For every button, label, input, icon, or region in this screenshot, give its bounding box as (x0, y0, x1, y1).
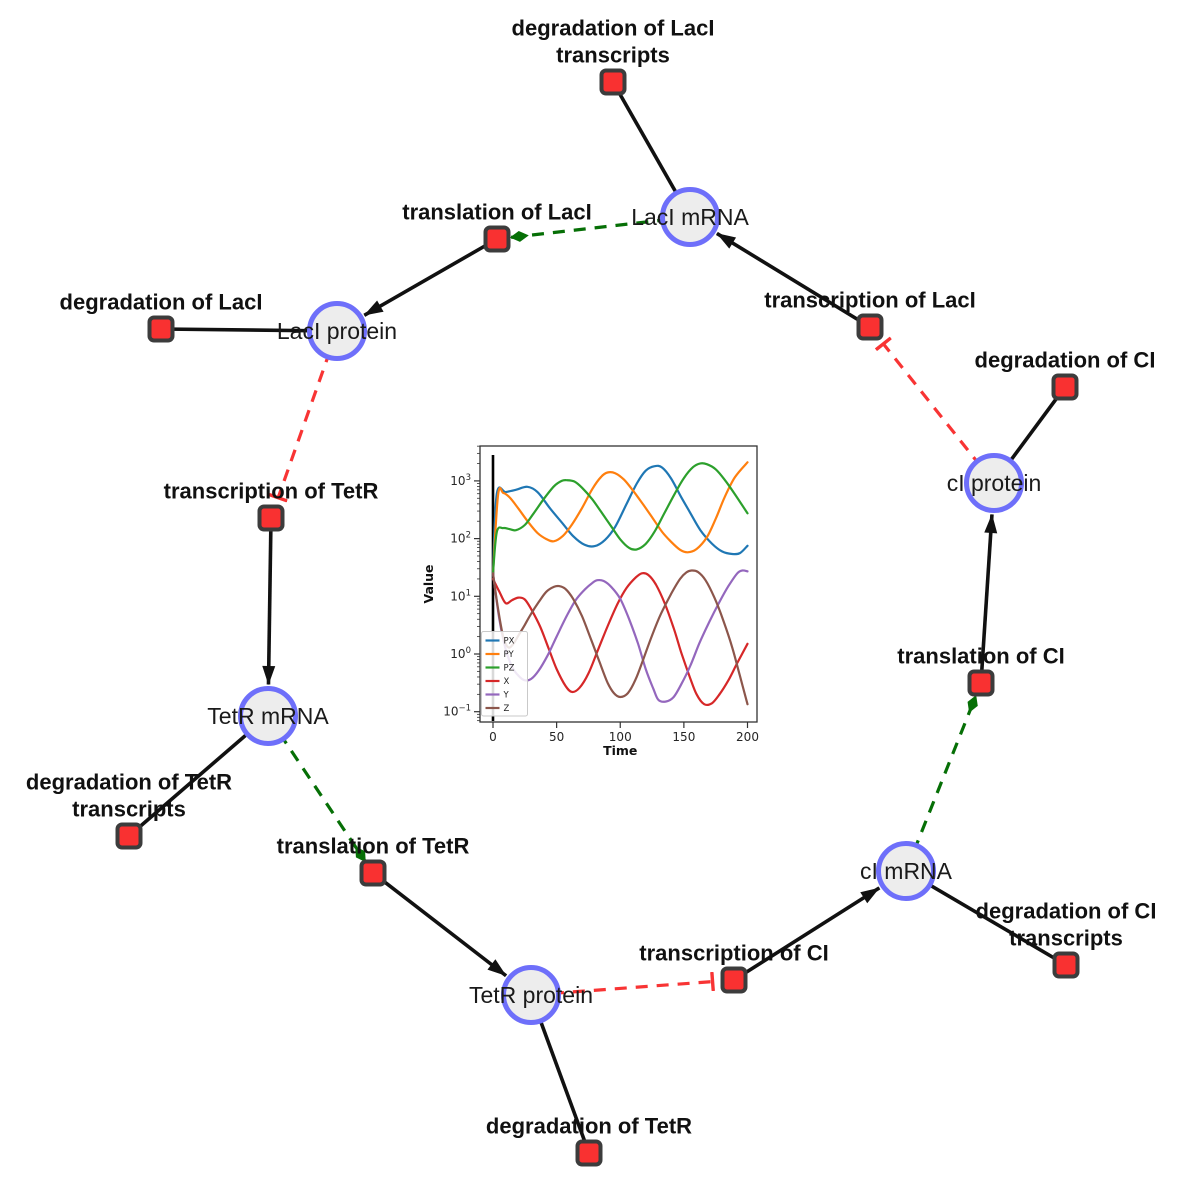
legend-label-Y: Y (503, 691, 510, 701)
species-node-lacI-protein[interactable] (307, 301, 367, 361)
y-tick-label: 102 (450, 531, 471, 546)
edge-modifier-cI-mRNA-to-translation-cI (904, 694, 978, 872)
species-node-cI-mRNA[interactable] (876, 841, 936, 901)
reaction-label-degradation-tetR: degradation of TetR (486, 1114, 692, 1139)
edge-consumption-tetR-mRNA-to-degradation-tetR-transcripts (127, 714, 270, 838)
edge-inhibition-tetR-protein-to-transcription-cI (530, 982, 713, 997)
species-node-tetR-mRNA[interactable] (238, 686, 298, 746)
reaction-node-transcription-cI[interactable] (720, 966, 748, 994)
plot-frame (479, 445, 758, 723)
legend-label-PX: PX (504, 637, 515, 647)
reaction-label-translation-tetR: translation of TetR (277, 834, 470, 859)
species-label-cI-protein: cI protein (947, 470, 1042, 496)
legend-label-PY: PY (504, 650, 515, 660)
species-label-cI-mRNA: cI mRNA (860, 858, 953, 884)
reaction-label-degradation-lacI-transcripts-line1: degradation of LacI (512, 16, 715, 41)
edge-production-transcription-lacI-to-lacI-mRNA (715, 231, 871, 329)
y-axis-label: Value (421, 564, 436, 603)
legend-label-X: X (504, 677, 510, 687)
plot-legend: PX PY PZ XYZ (481, 631, 528, 717)
node-layer (115, 68, 1080, 1167)
species-label-tetR-mRNA: TetR mRNA (207, 703, 329, 729)
series-PZ-line (491, 462, 749, 575)
reaction-node-degradation-tetR[interactable] (575, 1139, 603, 1167)
series-PX-line (491, 464, 749, 575)
species-label-lacI-protein: LacI protein (277, 318, 397, 344)
edge-consumption-cI-mRNA-to-degradation-cI-transcripts (905, 869, 1067, 967)
reaction-label-degradation-tetR-transcripts-line2: transcripts (72, 797, 186, 822)
reaction-node-translation-lacI[interactable] (483, 225, 511, 253)
edge-production-transcription-cI-to-cI-mRNA (733, 886, 881, 982)
reaction-label-degradation-cI-transcripts-line1: degradation of CI (976, 899, 1157, 924)
x-tick-label: 150 (672, 730, 695, 744)
x-tick-label: 0 (489, 730, 497, 744)
x-axis-label: Time (603, 743, 637, 758)
reaction-label-degradation-lacI-transcripts-line2: transcripts (556, 43, 670, 68)
edge-production-translation-tetR-to-tetR-protein (371, 871, 508, 978)
x-tick-label: 200 (736, 730, 759, 744)
reaction-node-degradation-tetR-transcripts[interactable] (115, 822, 143, 850)
species-label-tetR-protein: TetR protein (469, 982, 593, 1008)
legend-label-PZ: PZ (504, 664, 515, 674)
reaction-node-transcription-lacI[interactable] (856, 313, 884, 341)
reaction-node-degradation-cI-transcripts[interactable] (1052, 951, 1080, 979)
x-tick-label: 100 (609, 730, 632, 744)
y-tick-label: 10−1 (443, 704, 471, 719)
species-node-lacI-mRNA[interactable] (660, 187, 720, 247)
reaction-label-transcription-lacI: transcription of LacI (764, 288, 975, 313)
y-tick-label: 100 (450, 646, 471, 661)
legend-label-Z: Z (504, 704, 510, 714)
reaction-node-transcription-tetR[interactable] (257, 504, 285, 532)
series-PY-line (491, 461, 749, 575)
reaction-node-translation-tetR[interactable] (359, 859, 387, 887)
reaction-node-degradation-lacI[interactable] (147, 315, 175, 343)
series-Z-line (491, 569, 749, 706)
reaction-label-degradation-cI-transcripts-line2: transcripts (1009, 926, 1123, 951)
label-layer: LacI mRNA LacI protein TetR mRNA TetR prote… (26, 16, 1157, 1139)
edge-production-translation-lacI-to-lacI-protein (363, 237, 498, 317)
reaction-label-degradation-tetR-transcripts-line1: degradation of TetR (26, 770, 232, 795)
edge-production-transcription-tetR-to-tetR-mRNA (262, 517, 276, 686)
reaction-label-transcription-tetR: transcription of TetR (164, 479, 379, 504)
reaction-node-degradation-cI[interactable] (1051, 373, 1079, 401)
reaction-label-degradation-lacI: degradation of LacI (60, 290, 263, 315)
species-node-cI-protein[interactable] (964, 453, 1024, 513)
reaction-label-transcription-cI: transcription of CI (639, 941, 828, 966)
reaction-node-translation-cI[interactable] (967, 669, 995, 697)
x-tick-label: 50 (549, 730, 564, 744)
edge-modifier-lacI-mRNA-to-translation-lacI (509, 215, 691, 242)
series-X-line (491, 572, 749, 707)
edge-production-translation-cI-to-cI-protein (979, 513, 998, 684)
reaction-label-translation-lacI: translation of LacI (402, 200, 591, 225)
reaction-label-degradation-cI: degradation of CI (975, 348, 1156, 373)
y-tick-label: 101 (450, 588, 471, 603)
species-node-tetR-protein[interactable] (501, 965, 561, 1025)
species-label-lacI-mRNA: LacI mRNA (631, 204, 749, 230)
reaction-node-degradation-lacI-transcripts[interactable] (599, 68, 627, 96)
reaction-label-translation-cI: translation of CI (897, 644, 1064, 669)
y-tick-label: 103 (450, 473, 471, 488)
